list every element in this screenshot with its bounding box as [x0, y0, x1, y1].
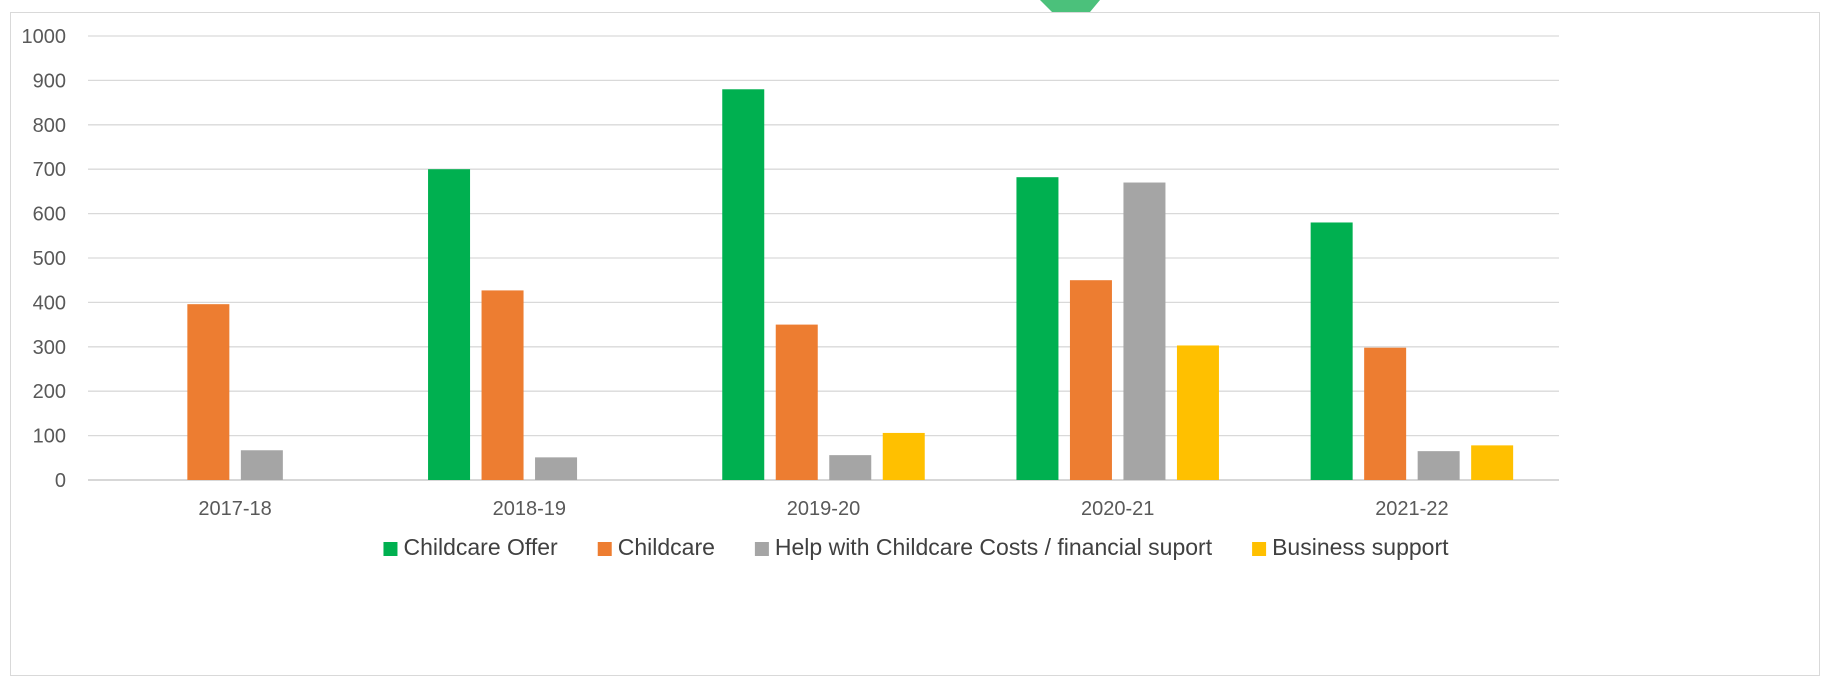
- x-tick-label: 2019-20: [787, 498, 860, 520]
- chart-container: 0 100 200 300 400 500 600 700 800 900 1000 2017-18…: [10, 12, 1820, 676]
- legend-swatch: [597, 542, 612, 556]
- y-tick-label: 400: [33, 292, 66, 314]
- y-tick-label: 300: [33, 337, 66, 359]
- y-tick-label: 800: [33, 115, 66, 137]
- legend-label: Childcare: [618, 534, 715, 560]
- bar-childcare-offer-2018-19: [428, 169, 471, 480]
- y-tick-label: 500: [33, 248, 66, 270]
- y-tick-label: 1000: [22, 26, 67, 48]
- bar-business-support-2021-22: [1471, 445, 1514, 480]
- y-tick-label: 100: [33, 426, 66, 448]
- bar-childcare-2017-18: [187, 304, 230, 480]
- bar-help-with-childcare-costs-financial-suport-2018-19: [535, 457, 578, 480]
- bar-childcare-offer-2020-21: [1016, 177, 1059, 480]
- y-tick-label: 900: [33, 70, 66, 92]
- legend-label: Help with Childcare Costs / financial su…: [775, 534, 1213, 560]
- bar-childcare-2021-22: [1364, 347, 1407, 480]
- legend-item-childcare: Childcare: [597, 534, 715, 560]
- x-tick-label: 2018-19: [493, 498, 566, 520]
- x-tick-label: 2021-22: [1375, 498, 1448, 520]
- bar-help-with-childcare-costs-financial-suport-2021-22: [1417, 451, 1460, 480]
- bar-childcare-2020-21: [1069, 280, 1112, 480]
- bar-childcare-offer-2021-22: [1310, 222, 1353, 481]
- bars: [187, 89, 1514, 481]
- legend-swatch: [1252, 542, 1267, 556]
- bar-business-support-2020-21: [1176, 345, 1219, 480]
- y-tick-label: 700: [33, 159, 66, 181]
- bar-help-with-childcare-costs-financial-suport-2020-21: [1123, 182, 1166, 480]
- bar-chart: 0 100 200 300 400 500 600 700 800 900 1000 2017-18…: [22, 26, 1559, 560]
- x-tick-label: 2017-18: [198, 498, 271, 520]
- bar-business-support-2019-20: [882, 432, 925, 480]
- legend-item-childcare-offer: Childcare Offer: [383, 534, 558, 560]
- bar-help-with-childcare-costs-financial-suport-2019-20: [829, 455, 872, 480]
- legend-label: Business support: [1272, 534, 1449, 560]
- x-tick-label: 2020-21: [1081, 498, 1154, 520]
- legend-item-business-support: Business support: [1252, 534, 1449, 560]
- legend: Childcare Offer Childcare Help with Childc…: [383, 534, 1449, 560]
- y-tick-label: 0: [55, 470, 66, 492]
- legend-swatch: [754, 542, 769, 556]
- bar-childcare-2019-20: [775, 324, 818, 480]
- legend-swatch: [383, 542, 398, 556]
- bar-help-with-childcare-costs-financial-suport-2017-18: [240, 450, 283, 480]
- y-axis: 0 100 200 300 400 500 600 700 800 900 1000: [22, 26, 67, 492]
- legend-item-help-with-childcare-costs-financial-suport: Help with Childcare Costs / financial su…: [754, 534, 1213, 560]
- bar-childcare-2018-19: [481, 290, 524, 480]
- decorative-accent-shape: [1040, 0, 1100, 12]
- y-tick-label: 600: [33, 204, 66, 226]
- y-tick-label: 200: [33, 381, 66, 403]
- legend-label: Childcare Offer: [403, 534, 558, 560]
- x-axis: 2017-18 2018-19 2019-20 2020-21 2021-22: [198, 498, 1448, 520]
- bar-childcare-offer-2019-20: [722, 89, 765, 480]
